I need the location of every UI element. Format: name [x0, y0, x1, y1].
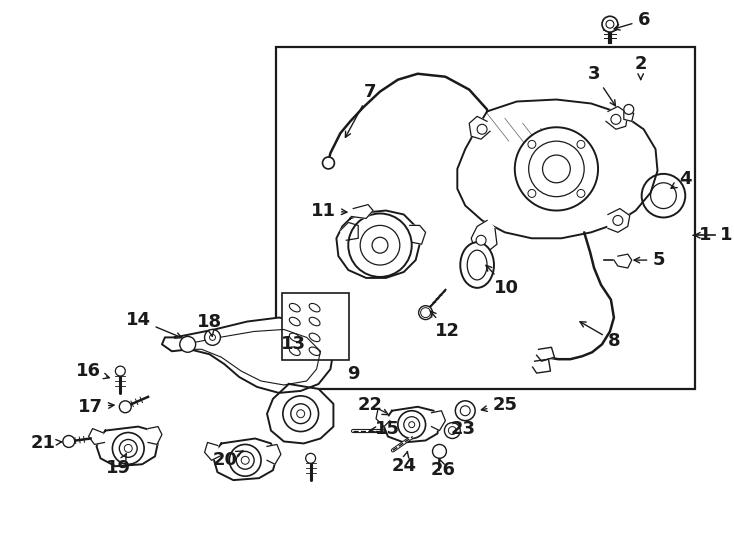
Circle shape — [112, 433, 144, 464]
Circle shape — [528, 190, 536, 198]
Circle shape — [180, 336, 196, 352]
Circle shape — [613, 215, 623, 225]
Text: 24: 24 — [391, 451, 416, 475]
Text: 20: 20 — [213, 450, 243, 469]
Text: 13: 13 — [281, 335, 306, 353]
Bar — [282, 293, 349, 360]
Ellipse shape — [289, 318, 300, 326]
Circle shape — [349, 213, 412, 277]
Circle shape — [120, 401, 131, 413]
Circle shape — [515, 127, 598, 211]
Polygon shape — [341, 222, 358, 240]
Polygon shape — [533, 359, 550, 373]
Text: 25: 25 — [482, 396, 517, 414]
Circle shape — [577, 140, 585, 148]
Polygon shape — [267, 444, 281, 464]
Polygon shape — [336, 211, 420, 278]
Polygon shape — [376, 409, 390, 427]
Polygon shape — [97, 427, 158, 466]
Ellipse shape — [460, 242, 494, 288]
Ellipse shape — [309, 318, 320, 326]
Text: 10: 10 — [486, 265, 520, 297]
Polygon shape — [384, 407, 440, 442]
Text: 16: 16 — [76, 362, 109, 380]
Polygon shape — [432, 411, 446, 430]
Circle shape — [528, 140, 536, 148]
Text: 18: 18 — [197, 313, 222, 336]
Text: 23: 23 — [451, 420, 476, 437]
Text: 3: 3 — [588, 65, 616, 106]
Polygon shape — [614, 254, 632, 268]
Polygon shape — [352, 205, 373, 219]
Text: 9: 9 — [347, 365, 360, 383]
Ellipse shape — [418, 306, 432, 320]
Circle shape — [63, 436, 75, 448]
Polygon shape — [148, 427, 162, 444]
Circle shape — [398, 411, 426, 438]
Text: 1: 1 — [694, 226, 711, 244]
Bar — [276, 47, 695, 389]
Text: 6: 6 — [614, 11, 650, 30]
Polygon shape — [410, 225, 426, 244]
Polygon shape — [606, 106, 628, 129]
Ellipse shape — [309, 333, 320, 342]
Circle shape — [455, 401, 475, 421]
Circle shape — [577, 190, 585, 198]
Text: 11: 11 — [311, 201, 347, 220]
Text: 1: 1 — [720, 226, 733, 244]
Text: 12: 12 — [430, 311, 460, 340]
Polygon shape — [162, 318, 333, 393]
Text: 14: 14 — [126, 310, 182, 338]
Text: 8: 8 — [580, 322, 620, 350]
Circle shape — [432, 444, 446, 458]
Circle shape — [642, 174, 686, 218]
Circle shape — [115, 366, 126, 376]
Text: 19: 19 — [106, 454, 131, 477]
Circle shape — [283, 396, 319, 431]
Text: 4: 4 — [671, 170, 691, 188]
Circle shape — [205, 329, 220, 345]
Ellipse shape — [289, 347, 300, 355]
Polygon shape — [267, 384, 333, 443]
Polygon shape — [624, 110, 633, 122]
Circle shape — [305, 454, 316, 463]
Circle shape — [477, 124, 487, 134]
Polygon shape — [469, 117, 490, 139]
Circle shape — [444, 423, 460, 438]
Ellipse shape — [289, 303, 300, 312]
Text: 26: 26 — [431, 458, 456, 479]
Text: 2: 2 — [634, 55, 647, 79]
Polygon shape — [537, 347, 554, 361]
Circle shape — [322, 157, 335, 169]
Polygon shape — [205, 442, 219, 460]
Ellipse shape — [309, 347, 320, 355]
Polygon shape — [471, 220, 497, 252]
Ellipse shape — [309, 303, 320, 312]
Text: 5: 5 — [634, 251, 665, 269]
Circle shape — [624, 104, 633, 114]
Polygon shape — [214, 438, 277, 480]
Text: 17: 17 — [78, 398, 114, 416]
Polygon shape — [608, 208, 630, 232]
Polygon shape — [457, 99, 658, 238]
Text: 7: 7 — [346, 83, 377, 137]
Circle shape — [602, 16, 618, 32]
Text: 21: 21 — [31, 435, 62, 453]
Text: 15: 15 — [370, 420, 401, 437]
Text: 22: 22 — [357, 396, 388, 415]
Circle shape — [611, 114, 621, 124]
Circle shape — [476, 235, 486, 245]
Ellipse shape — [289, 333, 300, 342]
Circle shape — [229, 444, 261, 476]
Polygon shape — [89, 429, 104, 444]
